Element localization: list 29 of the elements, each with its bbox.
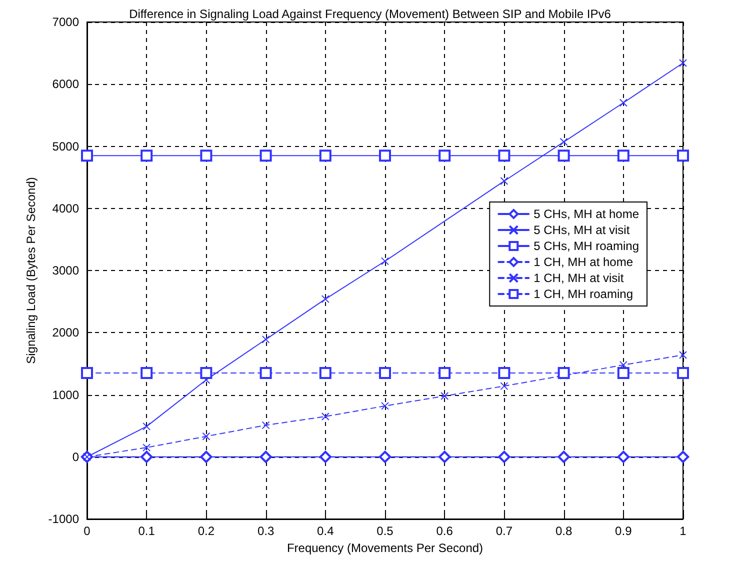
x-tick-label: 0.7: [496, 524, 513, 538]
legend-label: 5 CHs, MH at visit: [534, 223, 630, 237]
x-axis-title: Frequency (Movements Per Second): [286, 540, 484, 555]
legend-label: 1 CH, MH at visit: [534, 271, 624, 285]
legend-label: 5 CHs, MH at home: [534, 207, 640, 221]
y-tick-label: 5000: [52, 139, 80, 154]
x-tick-label: 0.1: [138, 524, 156, 538]
x-tick-label: 0.4: [317, 524, 334, 538]
x-tick-label: 1: [680, 524, 687, 538]
y-tick-label: 0: [72, 450, 80, 464]
y-tick-label: 2000: [52, 326, 80, 340]
y-tick-label: 3000: [52, 264, 80, 278]
legend-label: 1 CH, MH roaming: [534, 287, 633, 301]
x-tick-label: 0.6: [436, 524, 454, 538]
x-tick-label: 0: [84, 524, 91, 538]
x-tick-label: 0.9: [615, 524, 632, 538]
legend-label: 5 CHs, MH roaming: [534, 239, 639, 253]
y-axis-title: Signaling Load (Bytes Per Second): [24, 177, 38, 364]
y-tick-label: 6000: [52, 77, 80, 92]
y-tick-label: -1000: [48, 512, 80, 526]
y-tick-label: 7000: [52, 15, 80, 29]
x-tick-label: 0.8: [555, 524, 572, 538]
x-tick-label: 0.3: [257, 524, 274, 538]
x-tick-label: 0.5: [376, 524, 394, 538]
y-tick-label: 1000: [52, 388, 80, 402]
y-tick-label: 4000: [52, 201, 80, 216]
x-tick-label: 0.2: [198, 524, 215, 538]
legend-label: 1 CH, MH at home: [534, 255, 634, 269]
chart-title: Difference in Signaling Load Against Frequency (Movement) Between SIP and Mobile IPv6: [129, 7, 612, 21]
